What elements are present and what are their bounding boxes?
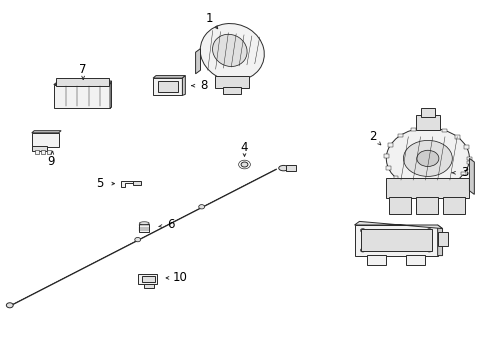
Polygon shape: [121, 181, 133, 187]
Bar: [415, 115, 439, 130]
Ellipse shape: [241, 162, 247, 167]
Bar: [420, 187, 425, 191]
Ellipse shape: [426, 229, 431, 232]
Bar: [223, 87, 240, 94]
Bar: [387, 143, 392, 147]
Text: 6: 6: [167, 219, 175, 231]
Bar: [450, 181, 455, 184]
Bar: [360, 229, 431, 251]
Text: 4: 4: [240, 141, 248, 154]
Bar: [461, 172, 466, 175]
Text: 1: 1: [205, 12, 213, 24]
Text: 2: 2: [368, 130, 376, 143]
Text: 5: 5: [96, 177, 104, 190]
Bar: [41, 150, 45, 154]
Bar: [442, 197, 464, 214]
Text: 8: 8: [200, 79, 208, 92]
Text: 9: 9: [47, 155, 55, 168]
Polygon shape: [32, 131, 61, 133]
Text: 7: 7: [79, 63, 87, 76]
Bar: [388, 197, 410, 214]
Ellipse shape: [278, 165, 288, 171]
Bar: [54, 85, 110, 108]
Bar: [393, 176, 398, 180]
Bar: [410, 128, 415, 131]
Bar: [133, 181, 141, 185]
Bar: [436, 186, 441, 190]
Polygon shape: [110, 81, 111, 108]
Bar: [215, 76, 249, 88]
Bar: [442, 129, 447, 132]
Bar: [405, 184, 410, 187]
Bar: [366, 255, 386, 265]
Polygon shape: [354, 221, 442, 229]
Bar: [139, 224, 149, 232]
Bar: [35, 150, 39, 154]
Bar: [437, 232, 447, 246]
Ellipse shape: [135, 238, 141, 242]
Bar: [385, 166, 390, 170]
Bar: [144, 284, 154, 288]
Polygon shape: [468, 158, 473, 194]
Bar: [383, 154, 388, 158]
Ellipse shape: [426, 248, 431, 252]
Polygon shape: [437, 225, 442, 256]
Bar: [285, 165, 295, 171]
Polygon shape: [182, 76, 185, 95]
Bar: [158, 81, 177, 92]
Text: 10: 10: [172, 271, 187, 284]
Polygon shape: [195, 49, 200, 74]
Ellipse shape: [200, 23, 264, 81]
Ellipse shape: [403, 140, 451, 176]
Ellipse shape: [139, 222, 149, 225]
Text: 3: 3: [460, 166, 468, 179]
Bar: [386, 178, 468, 198]
Bar: [415, 197, 437, 214]
Ellipse shape: [6, 303, 13, 308]
Ellipse shape: [386, 128, 468, 189]
Bar: [153, 78, 182, 95]
Bar: [354, 225, 437, 256]
Bar: [32, 133, 59, 147]
Ellipse shape: [212, 34, 246, 67]
Bar: [142, 276, 154, 282]
Bar: [466, 161, 470, 165]
Bar: [47, 150, 51, 154]
Bar: [397, 134, 402, 138]
Ellipse shape: [360, 229, 365, 232]
Bar: [420, 108, 434, 117]
Ellipse shape: [360, 248, 365, 252]
Bar: [138, 274, 157, 284]
Bar: [56, 78, 109, 86]
Ellipse shape: [416, 150, 438, 166]
Polygon shape: [54, 81, 111, 85]
Ellipse shape: [198, 204, 204, 209]
Bar: [32, 146, 47, 151]
Bar: [466, 157, 471, 160]
Bar: [454, 135, 459, 139]
Bar: [463, 145, 468, 149]
Polygon shape: [153, 76, 185, 78]
Bar: [426, 126, 431, 130]
Bar: [405, 255, 425, 265]
